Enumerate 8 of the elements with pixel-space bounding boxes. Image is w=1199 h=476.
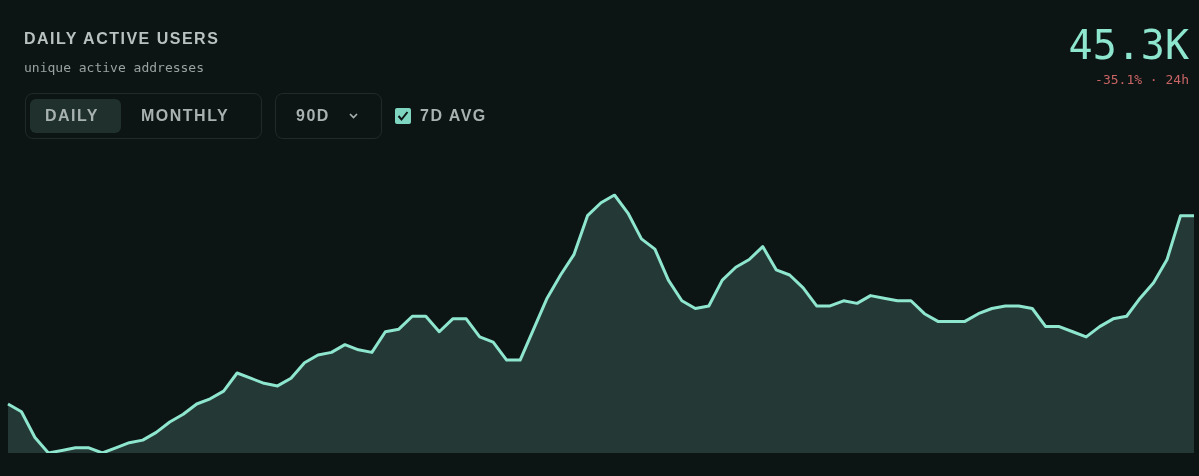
chart-subtitle: unique active addresses bbox=[24, 60, 205, 75]
text: -35.1% · 24h bbox=[1095, 72, 1189, 87]
text: 90D bbox=[296, 107, 330, 125]
text: MONTHLY bbox=[141, 107, 230, 125]
text: 45.3K bbox=[1068, 22, 1189, 68]
chart-title: DAILY ACTIVE USERS bbox=[24, 30, 220, 48]
text: DAILY bbox=[45, 107, 100, 125]
text: 7D AVG bbox=[420, 107, 487, 125]
